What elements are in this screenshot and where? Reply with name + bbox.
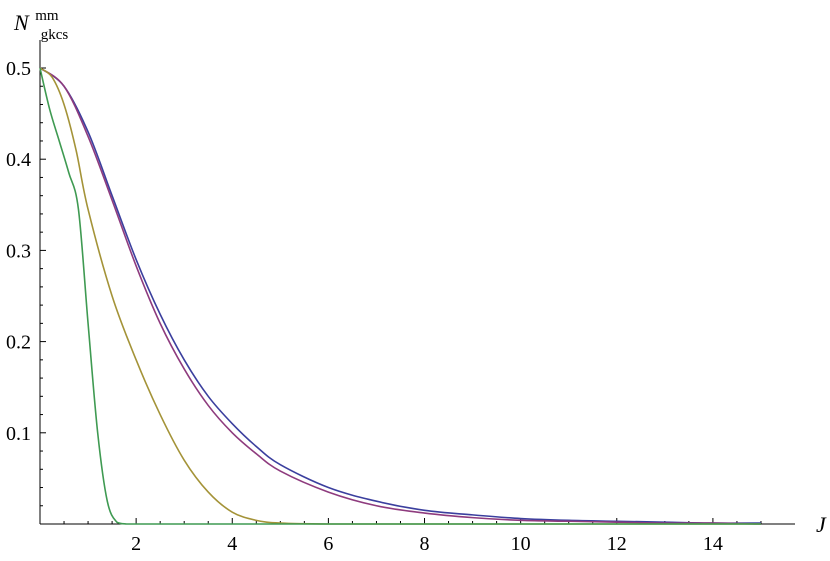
series-layer	[39, 67, 761, 525]
ticks: 2 4 6 8 10 12 14 0.1 0.2 0.3 0.4 0.5	[6, 58, 762, 555]
y-axis-title-main: N	[13, 10, 30, 35]
y-tick-label: 0.4	[6, 149, 31, 171]
x-axis-title: J	[816, 512, 827, 537]
x-tick-label: 10	[511, 533, 531, 555]
y-axis-title-sub: gkcs	[41, 27, 69, 43]
x-tick-label: 2	[131, 533, 141, 555]
x-tick-label: 6	[323, 533, 333, 555]
y-axis-title: N mm gkcs	[13, 0, 68, 43]
y-tick-label: 0.2	[6, 332, 31, 354]
x-tick-label: 12	[607, 533, 627, 555]
y-tick-label: 0.3	[6, 240, 31, 262]
series-line-1	[39, 67, 761, 524]
y-axis-title-sup: mm	[35, 8, 59, 24]
y-tick-label: 0.1	[6, 423, 31, 445]
series-line-4	[39, 67, 761, 525]
y-tick-label: 0.5	[6, 58, 31, 80]
x-tick-label: 4	[227, 533, 237, 555]
axes	[39, 40, 795, 525]
x-tick-label: 14	[703, 533, 723, 555]
x-tick-label: 8	[420, 533, 430, 555]
series-line-2	[39, 67, 761, 525]
